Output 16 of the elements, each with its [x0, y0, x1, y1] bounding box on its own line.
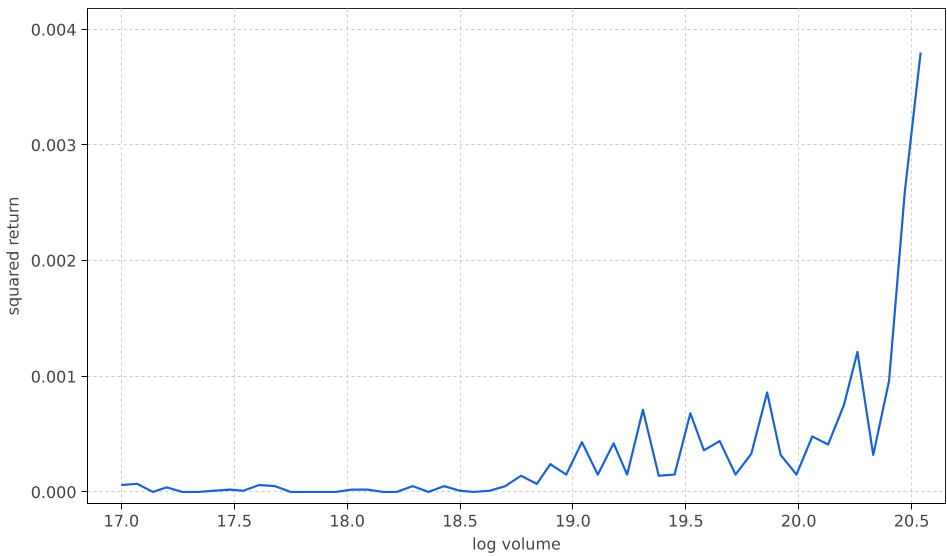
y-tick-label: 0.000: [30, 482, 77, 502]
x-tick-label: 18.0: [329, 512, 365, 530]
x-axis-title: log volume: [472, 534, 561, 554]
y-tick-label: 0.002: [30, 252, 77, 271]
y-axis-title: squared return: [4, 196, 23, 316]
x-tick-label: 20.0: [780, 512, 817, 530]
x-tick-label: 19.0: [555, 512, 591, 530]
x-tick-label: 17.5: [216, 512, 252, 530]
x-tick-label: 20.5: [894, 512, 930, 530]
x-tick-label: 17.0: [104, 512, 140, 530]
x-tick-label: 19.5: [668, 512, 704, 530]
x-tick-label: 18.5: [442, 512, 478, 530]
y-tick-label: 0.004: [30, 20, 77, 40]
y-tick-label: 0.001: [30, 367, 77, 386]
line-series: [120, 51, 922, 494]
y-tick-label: 0.003: [30, 136, 77, 155]
